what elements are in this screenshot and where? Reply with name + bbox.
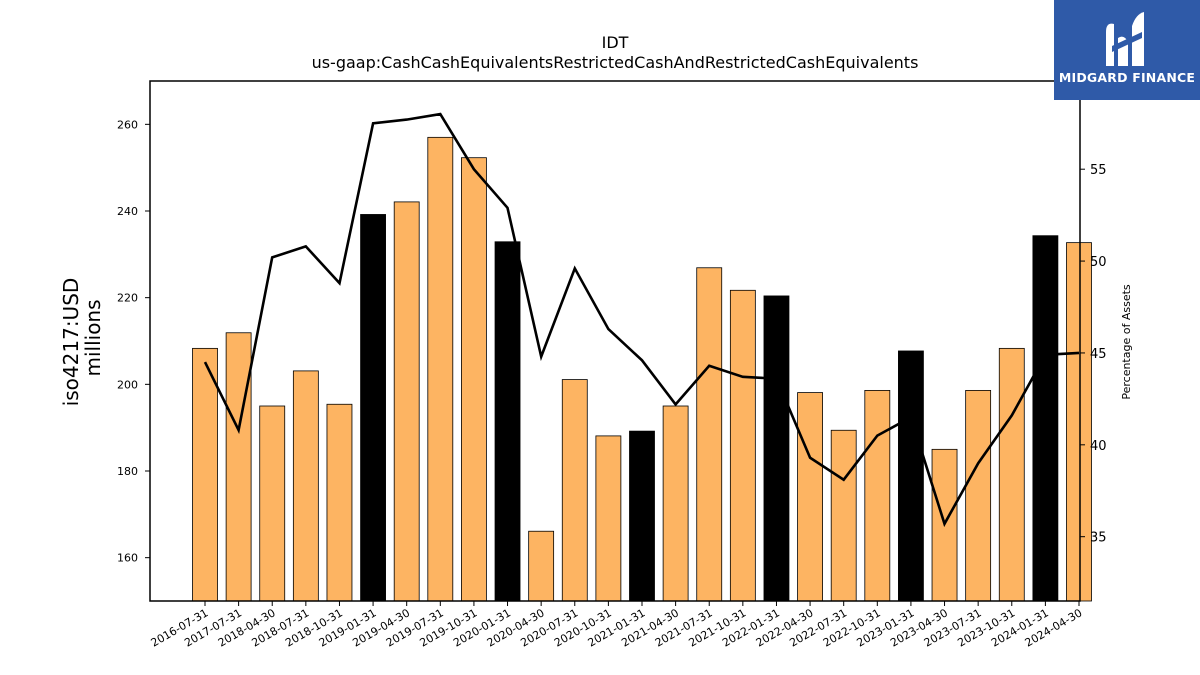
bar-2022-07-31 xyxy=(830,429,857,602)
line-group xyxy=(203,112,1080,528)
bar-2019-04-30 xyxy=(393,201,420,602)
bar-2023-10-31 xyxy=(998,347,1025,602)
chart-title: IDT xyxy=(602,33,629,52)
y-axis-label: iso4217:USD xyxy=(59,278,83,407)
bar-2023-07-31 xyxy=(965,389,992,602)
y2-tick-label: 50 xyxy=(1090,255,1107,270)
bar-2017-07-31 xyxy=(225,332,252,602)
y2-tick-label: 45 xyxy=(1090,347,1107,362)
y2-tick-label: 40 xyxy=(1090,439,1107,454)
bar-2024-01-31 xyxy=(1032,235,1059,602)
logo-text: MIDGARD FINANCE xyxy=(1058,70,1196,85)
percentage-line xyxy=(203,112,1080,528)
bar-2018-07-31 xyxy=(292,370,319,602)
bar-2024-04-30 xyxy=(1066,242,1092,602)
y-tick-label: 240 xyxy=(117,205,138,218)
y2-axis-label: Percentage of Assets xyxy=(1120,284,1133,400)
bar-2019-07-31 xyxy=(427,136,454,602)
bars-group xyxy=(192,136,1092,602)
bar-2020-01-31 xyxy=(494,241,521,602)
y-axis-label-units: millions xyxy=(81,299,105,376)
bar-2019-10-31 xyxy=(461,157,487,602)
bar-2021-01-31 xyxy=(629,430,655,602)
bar-2018-04-30 xyxy=(259,405,286,602)
bar-2020-04-30 xyxy=(528,530,555,602)
bar-2018-10-31 xyxy=(326,403,353,602)
y-tick-label: 160 xyxy=(117,552,138,565)
brand-logo: MIDGARD FINANCE xyxy=(1054,0,1200,100)
y2-tick-label: 55 xyxy=(1090,163,1107,178)
y-tick-label: 260 xyxy=(117,118,138,131)
bar-2023-01-31 xyxy=(898,350,924,602)
y-tick-label: 180 xyxy=(117,465,138,478)
y-tick-label: 200 xyxy=(117,378,138,391)
y-tick-label: 220 xyxy=(117,292,138,305)
logo-icon xyxy=(1106,12,1144,66)
bar-2021-07-31 xyxy=(696,267,723,602)
y2-tick-label: 35 xyxy=(1090,531,1107,546)
bar-2021-04-30 xyxy=(662,405,689,602)
bar-2019-01-31 xyxy=(360,214,386,602)
bar-2022-10-31 xyxy=(864,389,891,602)
bar-2022-04-30 xyxy=(797,392,823,602)
chart-subtitle: us-gaap:CashCashEquivalentsRestrictedCas… xyxy=(312,53,919,72)
bar-2016-07-31 xyxy=(192,347,218,602)
bar-2022-01-31 xyxy=(763,295,790,602)
bar-2020-07-31 xyxy=(561,379,588,602)
bar-2021-10-31 xyxy=(729,289,756,602)
bar-2020-10-31 xyxy=(595,435,622,602)
plot-frame xyxy=(149,80,1081,602)
